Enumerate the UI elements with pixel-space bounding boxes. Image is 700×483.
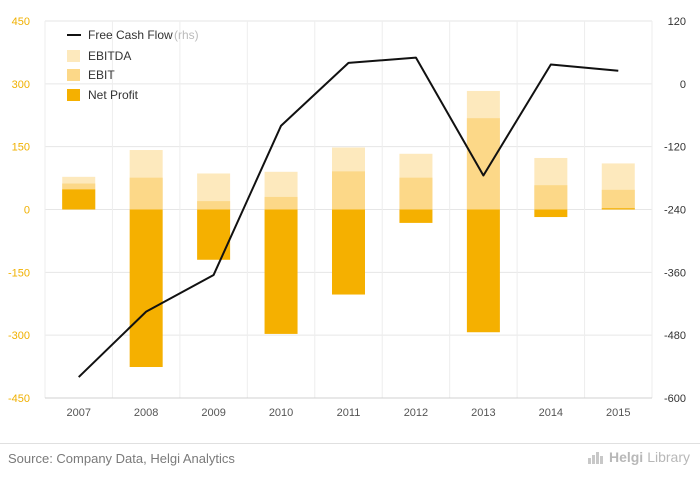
y-right-tick-label: -600 [664,393,686,405]
bar-net-profit [399,209,433,223]
bar-ebit [534,185,568,210]
x-tick-label: 2013 [471,407,495,419]
x-tick-label: 2008 [134,407,158,419]
bar-ebit [332,171,365,210]
y-right-tick-label: 0 [680,79,686,91]
bar-ebit [466,118,500,210]
y-left-tick-label: -300 [8,330,30,342]
bar-ebit [129,177,163,210]
bar-net-profit [534,209,568,218]
bar-net-profit [264,209,298,334]
x-tick-label: 2014 [539,407,563,419]
bar-net-profit [466,209,500,333]
brand-name-part1: Helgi [608,449,644,465]
brand-logo[interactable]: Helgi Library [587,449,690,465]
axes: 450 300 150 0 -150 -300 -450 120 0 -120 -240 -360 -4… [8,16,686,419]
x-tick-label: 2015 [606,407,630,419]
legend-ebitda-swatch [67,50,80,62]
y-left-tick-label: 0 [24,205,30,217]
y-right-tick-label: -480 [664,330,686,342]
bar-ebit [601,189,635,210]
x-tick-label: 2007 [66,407,90,419]
y-right-tick-label: -240 [664,205,686,217]
y-left-tick-label: -450 [8,393,30,405]
bar-ebit [197,201,231,210]
legend-ebit-swatch [67,69,80,81]
y-left-tick-label: -150 [8,267,30,279]
x-tick-label: 2012 [404,407,428,419]
legend-ebit-label: EBIT [88,68,115,82]
chart-logo-icon [587,452,603,464]
bars [62,90,635,368]
free-cash-flow-line [78,56,619,378]
y-right-tick-label: -360 [664,267,686,279]
bar-net-profit [197,209,231,260]
bar-ebit [399,177,433,210]
y-right-tick-label: 120 [668,16,686,28]
bar-net-profit [601,208,635,210]
legend-fcf-label: Free Cash Flow [88,28,173,42]
x-tick-label: 2009 [201,407,225,419]
source-note: Source: Company Data, Helgi Analytics [8,451,235,466]
y-left-tick-label: 450 [12,16,30,28]
y-left-tick-label: 300 [12,79,30,91]
bar-ebit [264,196,298,210]
bar-net-profit [332,209,365,295]
bar-net-profit [129,209,163,368]
y-left-tick-label: 150 [12,142,30,154]
legend: Free Cash Flow (rhs) EBITDA EBIT Net Pro… [67,28,199,102]
y-right-tick-label: -120 [664,142,686,154]
brand-name-part2: Library [647,449,690,465]
chart: 450 300 150 0 -150 -300 -450 120 0 -120 -240 -360 -4… [8,16,686,419]
legend-netprofit-label: Net Profit [88,88,139,102]
legend-netprofit-swatch [67,89,80,101]
legend-fcf-rhs: (rhs) [174,28,199,42]
legend-ebitda-label: EBITDA [88,49,131,63]
x-tick-label: 2010 [269,407,293,419]
footer-divider [0,443,700,444]
x-tick-label: 2011 [337,407,361,419]
bar-net-profit [62,189,96,210]
